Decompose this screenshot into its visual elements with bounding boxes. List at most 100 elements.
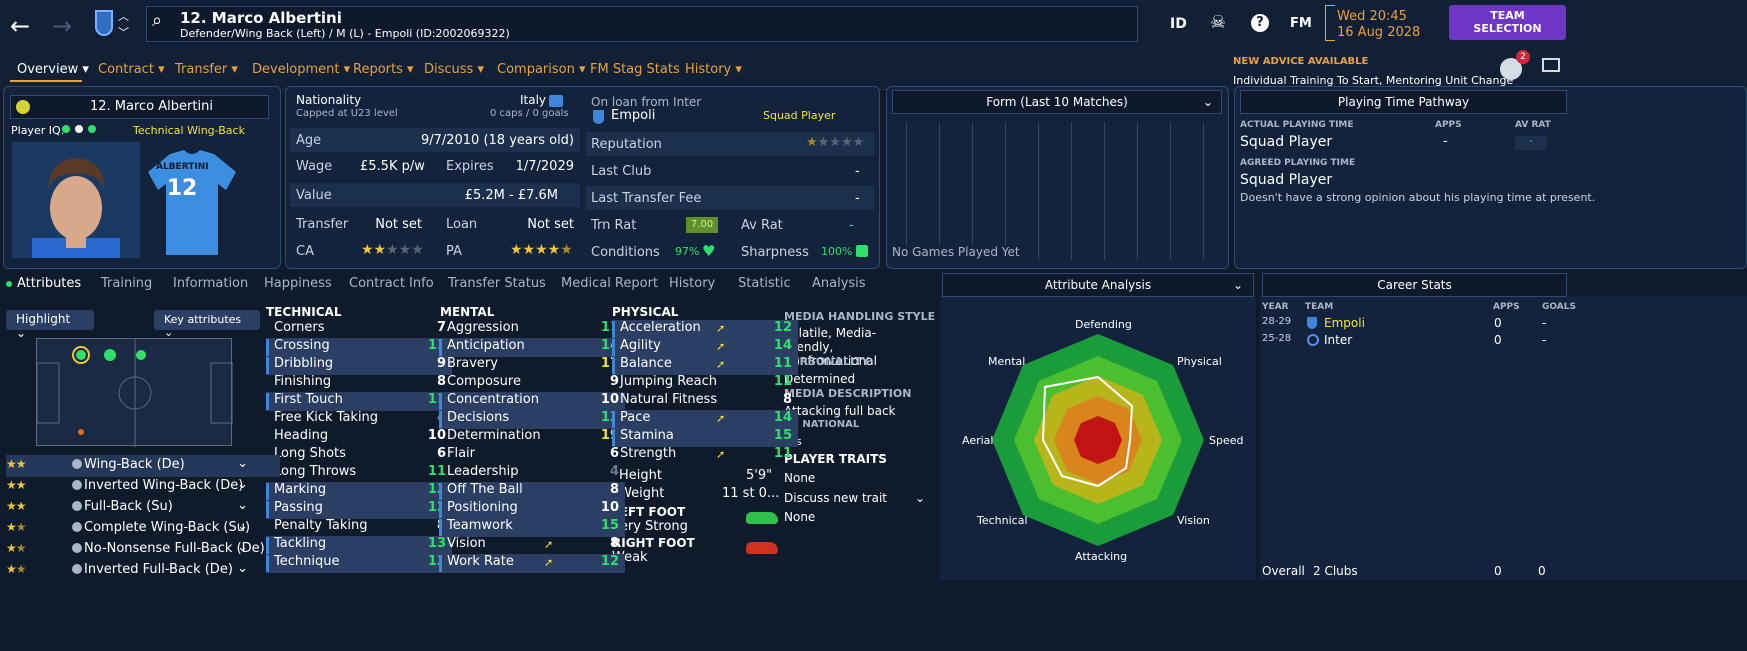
attribute-row[interactable]: Dribbling 9 xyxy=(266,356,452,375)
attribute-row[interactable]: Passing 12 xyxy=(266,500,452,519)
attribute-row[interactable]: Composure 9 xyxy=(439,374,625,393)
info-icon[interactable] xyxy=(72,564,82,574)
chevron-down-icon[interactable]: ⌄ xyxy=(237,561,248,576)
chevron-down-icon[interactable]: ⌄ xyxy=(237,477,248,492)
role-row[interactable]: ★★ Wing-Back (De) ⌄ xyxy=(6,455,280,477)
tab-analysis[interactable]: Analysis xyxy=(812,276,866,291)
attribute-row[interactable]: Work Rate 12 xyxy=(439,554,625,573)
chevron-down-icon[interactable]: ⌄ xyxy=(237,498,248,513)
tab-training[interactable]: Training xyxy=(101,276,153,291)
attribute-row[interactable]: Penalty Taking8 xyxy=(266,518,452,537)
role-row[interactable]: ★★ No-Nonsense Full-Back (De) ⌄ xyxy=(6,539,280,561)
attribute-row[interactable]: Jumping Reach 11 xyxy=(612,374,798,393)
analysis-dropdown[interactable]: Attribute Analysis ⌄ xyxy=(942,273,1254,297)
career-row[interactable]: 28-29 Empoli 0 - xyxy=(1262,316,1547,330)
nav-development[interactable]: Development ▾ xyxy=(252,62,351,77)
attribute-row[interactable]: Vision 8 xyxy=(439,536,625,555)
attribute-row[interactable]: Flair 6 xyxy=(439,446,625,465)
advice-title[interactable]: NEW ADVICE AVAILABLE xyxy=(1233,56,1369,67)
attribute-row[interactable]: Concentration 10 xyxy=(439,392,625,411)
info-icon[interactable] xyxy=(72,543,82,553)
tab-information[interactable]: Information xyxy=(173,276,249,291)
attribute-row[interactable]: First Touch 11 xyxy=(266,392,452,411)
chevron-down-icon[interactable]: ⌄ xyxy=(237,519,248,534)
career-dropdown[interactable]: Career Stats xyxy=(1262,273,1567,297)
chevron-up-icon[interactable]: ︿ xyxy=(118,10,129,23)
tab-contract-info[interactable]: Contract Info xyxy=(349,276,434,291)
role-row[interactable]: ★★ Full-Back (Su) ⌄ xyxy=(6,497,280,519)
attribute-row[interactable]: Pace 14 xyxy=(612,410,798,429)
tab-statistic[interactable]: Statistic xyxy=(738,276,791,291)
chevron-down-icon[interactable]: ⌄ xyxy=(237,540,248,555)
career-row[interactable]: 25-28 Inter 0 - xyxy=(1262,333,1547,347)
forward-icon[interactable]: → xyxy=(52,12,73,40)
nav-reports[interactable]: Reports ▾ xyxy=(353,62,414,77)
attribute-row[interactable]: Teamwork 15 xyxy=(439,518,625,537)
attribute-row[interactable]: Balance 11 xyxy=(612,356,798,375)
attribute-row[interactable]: Bravery 17 xyxy=(439,356,625,375)
attribute-row[interactable]: Determination 19 xyxy=(439,428,625,447)
attribute-row[interactable]: Long Shots 6 xyxy=(266,446,452,465)
skull-icon[interactable]: ☠ xyxy=(1210,12,1227,33)
attribute-row[interactable]: Positioning 10 xyxy=(439,500,625,519)
nav-comparison[interactable]: Comparison ▾ xyxy=(497,62,586,77)
attribute-row[interactable]: Marking 13 xyxy=(266,482,452,501)
role-row[interactable]: ★★ Complete Wing-Back (Su) ⌄ xyxy=(6,518,280,540)
help-icon[interactable]: ? xyxy=(1251,14,1269,32)
attribute-row[interactable]: Agility 14 xyxy=(612,338,798,357)
info-icon[interactable] xyxy=(72,459,82,469)
attribute-row[interactable]: Decisions 13 xyxy=(439,410,625,429)
tab-happiness[interactable]: Happiness xyxy=(264,276,332,291)
attribute-row[interactable]: Crossing 11 xyxy=(266,338,452,357)
nav-fm-stag-stats[interactable]: FM Stag Stats xyxy=(590,62,680,77)
club-crest-icon[interactable] xyxy=(95,10,113,36)
nav-overview[interactable]: Overview ▾ xyxy=(17,62,89,77)
attribute-row[interactable]: Long Throws 11 xyxy=(266,464,452,483)
fm-button[interactable]: FM xyxy=(1290,16,1312,31)
discuss-trait-dropdown[interactable]: Discuss new trait ⌄ xyxy=(784,491,925,505)
attribute-row[interactable]: Acceleration 12 xyxy=(612,320,798,339)
club-name[interactable]: Empoli xyxy=(611,108,656,123)
nav-history[interactable]: History ▾ xyxy=(685,62,742,77)
role-row[interactable]: ★★ Inverted Full-Back (De) ⌄ xyxy=(6,560,280,582)
attribute-row[interactable]: Leadership 4 xyxy=(439,464,625,483)
attribute-row[interactable]: Heading 10 xyxy=(266,428,452,447)
form-dropdown[interactable]: Form (Last 10 Matches) ⌄ xyxy=(892,90,1222,114)
attribute-row[interactable]: Corners 7 xyxy=(266,320,452,339)
back-icon[interactable]: ← xyxy=(10,12,31,40)
staff-icon[interactable] xyxy=(1500,58,1522,80)
pin-icon[interactable] xyxy=(16,100,30,114)
chevron-down-icon[interactable]: ﹀ xyxy=(118,26,129,39)
tab-medical-report[interactable]: Medical Report xyxy=(561,276,659,291)
attribute-row[interactable]: Finishing 8 xyxy=(266,374,452,393)
attribute-row[interactable]: Stamina 15 xyxy=(612,428,798,447)
attribute-row[interactable]: Tackling 13 xyxy=(266,536,452,555)
attribute-row[interactable]: Free Kick Taking4 xyxy=(266,410,452,429)
nav-transfer[interactable]: Transfer ▾ xyxy=(175,62,238,77)
tab-transfer-status[interactable]: Transfer Status xyxy=(448,276,546,291)
attribute-row[interactable]: Anticipation 14 xyxy=(439,338,625,357)
chevron-down-icon[interactable]: ⌄ xyxy=(237,456,248,471)
attribute-row[interactable]: Aggression 11 xyxy=(439,320,625,339)
attribute-row[interactable]: Strength 11 xyxy=(612,446,798,465)
screen-icon[interactable] xyxy=(1542,58,1560,72)
info-icon[interactable] xyxy=(72,501,82,511)
tab-attributes[interactable]: Attributes xyxy=(17,276,82,291)
highlight-dropdown[interactable]: Highlight ⌄ xyxy=(6,310,94,340)
info-icon[interactable] xyxy=(72,522,82,532)
id-button[interactable]: ID xyxy=(1170,16,1187,32)
pathway-dropdown[interactable]: Playing Time Pathway xyxy=(1240,90,1567,114)
attribute-row[interactable]: Natural Fitness 8 xyxy=(612,392,798,411)
role-row[interactable]: ★★ Inverted Wing-Back (De) ⌄ xyxy=(6,476,280,498)
name-box[interactable] xyxy=(10,95,269,119)
info-icon[interactable] xyxy=(72,480,82,490)
search-bar[interactable] xyxy=(146,6,1138,42)
nav-contract[interactable]: Contract ▾ xyxy=(98,62,165,77)
team-selection-button[interactable]: TEAM SELECTION xyxy=(1449,5,1566,40)
nav-discuss[interactable]: Discuss ▾ xyxy=(424,62,484,77)
tab-history[interactable]: History xyxy=(669,276,716,291)
attribute-row[interactable]: Off The Ball 8 xyxy=(439,482,625,501)
attribute-row[interactable]: Technique 13 xyxy=(266,554,452,573)
search-icon[interactable]: ⌕ xyxy=(152,10,163,31)
advice-text[interactable]: Individual Training To Start, Mentoring … xyxy=(1233,74,1514,87)
